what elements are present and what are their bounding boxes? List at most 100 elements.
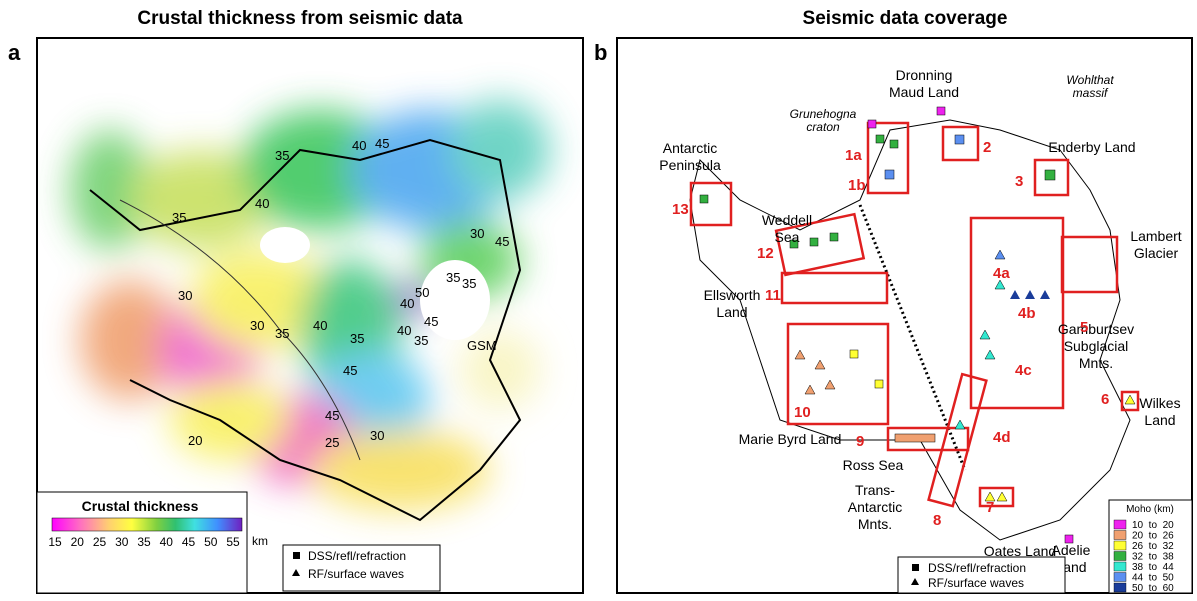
box-number: 12 xyxy=(757,245,774,262)
box-number: 9 xyxy=(856,433,864,450)
symbol-label: DSS/refl/refraction xyxy=(928,561,1026,575)
region-label: Marie Byrd Land xyxy=(739,431,842,447)
frame xyxy=(617,38,1192,593)
box-number: 7 xyxy=(986,499,994,516)
contour-label: 30 xyxy=(370,428,384,443)
contour-label: 35 xyxy=(446,270,460,285)
square-symbol xyxy=(912,564,919,571)
contour-label: 40 xyxy=(255,196,269,211)
legend-title: Crustal thickness xyxy=(82,498,199,514)
symbol-label: RF/surface waves xyxy=(928,576,1024,590)
box-number: 1b xyxy=(848,177,866,194)
contour-label: 45 xyxy=(424,314,438,329)
region-label: Enderby Land xyxy=(1048,139,1135,155)
contour-label: 45 xyxy=(375,136,389,151)
legend-label: 44 to 50 xyxy=(1132,573,1174,584)
contour-label: 35 xyxy=(350,331,364,346)
unit: km xyxy=(252,534,268,548)
contour-label: 20 xyxy=(188,433,202,448)
contour-label: 45 xyxy=(325,408,339,423)
region-label: Land xyxy=(716,304,747,320)
contour-label: 50 xyxy=(415,285,429,300)
region-label: Glacier xyxy=(1134,245,1179,261)
box-number: 4d xyxy=(993,429,1011,446)
map-a xyxy=(70,100,550,520)
panel-label: b xyxy=(594,40,607,65)
region-label: Antarctic xyxy=(663,140,717,156)
title: Seismic data coverage xyxy=(803,8,1008,29)
region-label: Ellsworth xyxy=(704,287,761,303)
symbol-label: DSS/refl/refraction xyxy=(308,549,406,563)
legend-label: 38 to 44 xyxy=(1132,562,1174,573)
legend-swatch xyxy=(1114,552,1126,561)
colorbar-tick-label: 40 xyxy=(160,535,174,549)
region-label: Wilkes xyxy=(1139,395,1180,411)
region-label: Ross Sea xyxy=(843,457,904,473)
contour-label: 30 xyxy=(470,226,484,241)
contour-label: 30 xyxy=(250,318,264,333)
legend-swatch xyxy=(1114,573,1126,582)
region-label: Sea xyxy=(775,229,800,245)
contour-label: 25 xyxy=(325,435,339,450)
contour-label: 35 xyxy=(462,276,476,291)
contour-label: 35 xyxy=(275,326,289,341)
contour-label: 45 xyxy=(495,234,509,249)
region-label: Mnts. xyxy=(1079,355,1113,371)
place-label: GSM xyxy=(467,338,497,353)
legend-swatch xyxy=(1114,562,1126,571)
panel-label: a xyxy=(8,40,21,65)
box-number: 1a xyxy=(845,147,862,164)
contour-label: 40 xyxy=(400,296,414,311)
colorbar-tick-label: 45 xyxy=(182,535,196,549)
legend-swatch xyxy=(1114,541,1126,550)
legend-swatch xyxy=(1114,531,1126,540)
box-number: 4c xyxy=(1015,362,1032,379)
colorbar-tick-label: 50 xyxy=(204,535,218,549)
box-number: 3 xyxy=(1015,173,1023,190)
box-number: 4a xyxy=(993,265,1010,282)
region-label: Mnts. xyxy=(858,516,892,532)
region-label: Trans- xyxy=(855,482,895,498)
region-label: Adelie xyxy=(1052,542,1091,558)
contour-label: 40 xyxy=(352,138,366,153)
region-label: Gamburtsev xyxy=(1058,321,1134,337)
colorbar-tick-label: 15 xyxy=(48,535,62,549)
region-label: Peninsula xyxy=(659,157,721,173)
title: Crustal thickness from seismic data xyxy=(137,8,463,29)
contour-label: 35 xyxy=(414,333,428,348)
box-number: 13 xyxy=(672,201,689,218)
legend-label: 32 to 38 xyxy=(1132,552,1174,563)
contour-label: 35 xyxy=(172,210,186,225)
region-label: Grunehogna xyxy=(790,107,857,121)
contour-label: 35 xyxy=(275,148,289,163)
colorbar-tick-label: 30 xyxy=(115,535,129,549)
region-label: Antarctic xyxy=(848,499,902,515)
colorbar-tick-label: 25 xyxy=(93,535,107,549)
region-label: Subglacial xyxy=(1064,338,1129,354)
legend-label: 10 to 20 xyxy=(1132,520,1174,531)
legend-label: 20 to 26 xyxy=(1132,531,1174,542)
legend-label: 26 to 32 xyxy=(1132,541,1174,552)
region-label: craton xyxy=(806,120,840,134)
legend-title: Moho (km) xyxy=(1126,504,1174,515)
figure: Crustal thickness from seismic data Seis… xyxy=(0,0,1197,596)
region-label: Dronning xyxy=(896,67,953,83)
box-number: 11 xyxy=(765,287,781,304)
legend-label: 50 to 60 xyxy=(1132,583,1174,594)
region-label: Weddell xyxy=(762,212,812,228)
region-label: Maud Land xyxy=(889,84,959,100)
region-label: Lambert xyxy=(1130,228,1181,244)
box-number: 2 xyxy=(983,139,991,156)
region-label: Land xyxy=(1144,412,1175,428)
colorbar-tick-label: 35 xyxy=(137,535,151,549)
colorbar xyxy=(52,518,242,531)
colorbar-tick-label: 55 xyxy=(226,535,240,549)
contour-label: 45 xyxy=(343,363,357,378)
region-label: massif xyxy=(1073,86,1109,100)
contour-label: 30 xyxy=(178,288,192,303)
box-number: 5 xyxy=(1080,319,1088,336)
legend-swatch xyxy=(1114,520,1126,529)
square-symbol xyxy=(293,552,300,559)
colorbar-tick-label: 20 xyxy=(71,535,85,549)
box-number: 6 xyxy=(1101,391,1109,408)
